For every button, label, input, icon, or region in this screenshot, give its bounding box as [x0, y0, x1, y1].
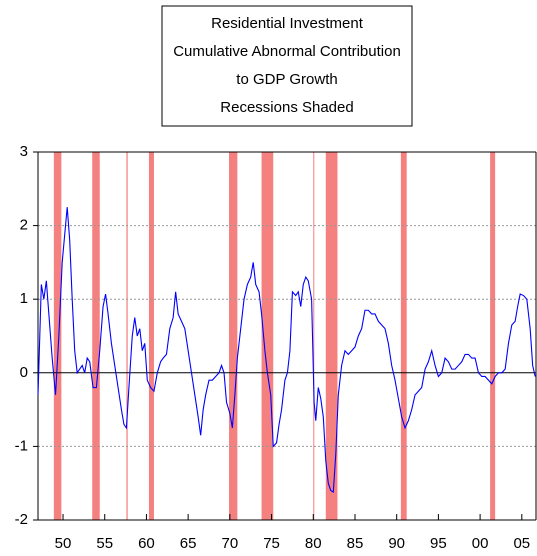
y-tick-label: 2 — [20, 217, 28, 234]
chart-title: Recessions Shaded — [220, 99, 353, 116]
data-line — [37, 207, 536, 493]
chart-title: to GDP Growth — [236, 71, 337, 88]
chart-title: Cumulative Abnormal Contribution — [173, 43, 401, 60]
recession-band — [229, 152, 238, 520]
x-tick-label: 60 — [138, 535, 155, 552]
x-tick-label: 90 — [388, 535, 405, 552]
x-tick-label: 75 — [263, 535, 280, 552]
title-box — [161, 5, 413, 127]
x-tick-label: 50 — [55, 535, 72, 552]
y-tick-label: 1 — [20, 290, 28, 307]
recession-band — [92, 152, 100, 520]
x-tick-label: 05 — [513, 535, 530, 552]
y-tick-label: -1 — [15, 437, 28, 454]
x-tick-label: 65 — [180, 535, 197, 552]
y-tick-label: 0 — [20, 364, 28, 381]
recession-band — [313, 152, 315, 520]
x-tick-label: 70 — [222, 535, 239, 552]
recession-band — [53, 152, 62, 520]
recession-band — [148, 152, 154, 520]
chart-title: Residential Investment — [211, 15, 364, 32]
x-tick-label: 55 — [96, 535, 113, 552]
recession-band — [490, 152, 496, 520]
recession-band — [325, 152, 338, 520]
x-tick-label: 00 — [472, 535, 489, 552]
x-tick-label: 85 — [347, 535, 364, 552]
recession-band — [400, 152, 407, 520]
y-tick-label: 3 — [20, 143, 28, 160]
x-tick-label: 95 — [430, 535, 447, 552]
x-tick-label: 80 — [305, 535, 322, 552]
recession-band — [261, 152, 274, 520]
recession-band — [126, 152, 128, 520]
y-tick-label: -2 — [15, 511, 28, 528]
